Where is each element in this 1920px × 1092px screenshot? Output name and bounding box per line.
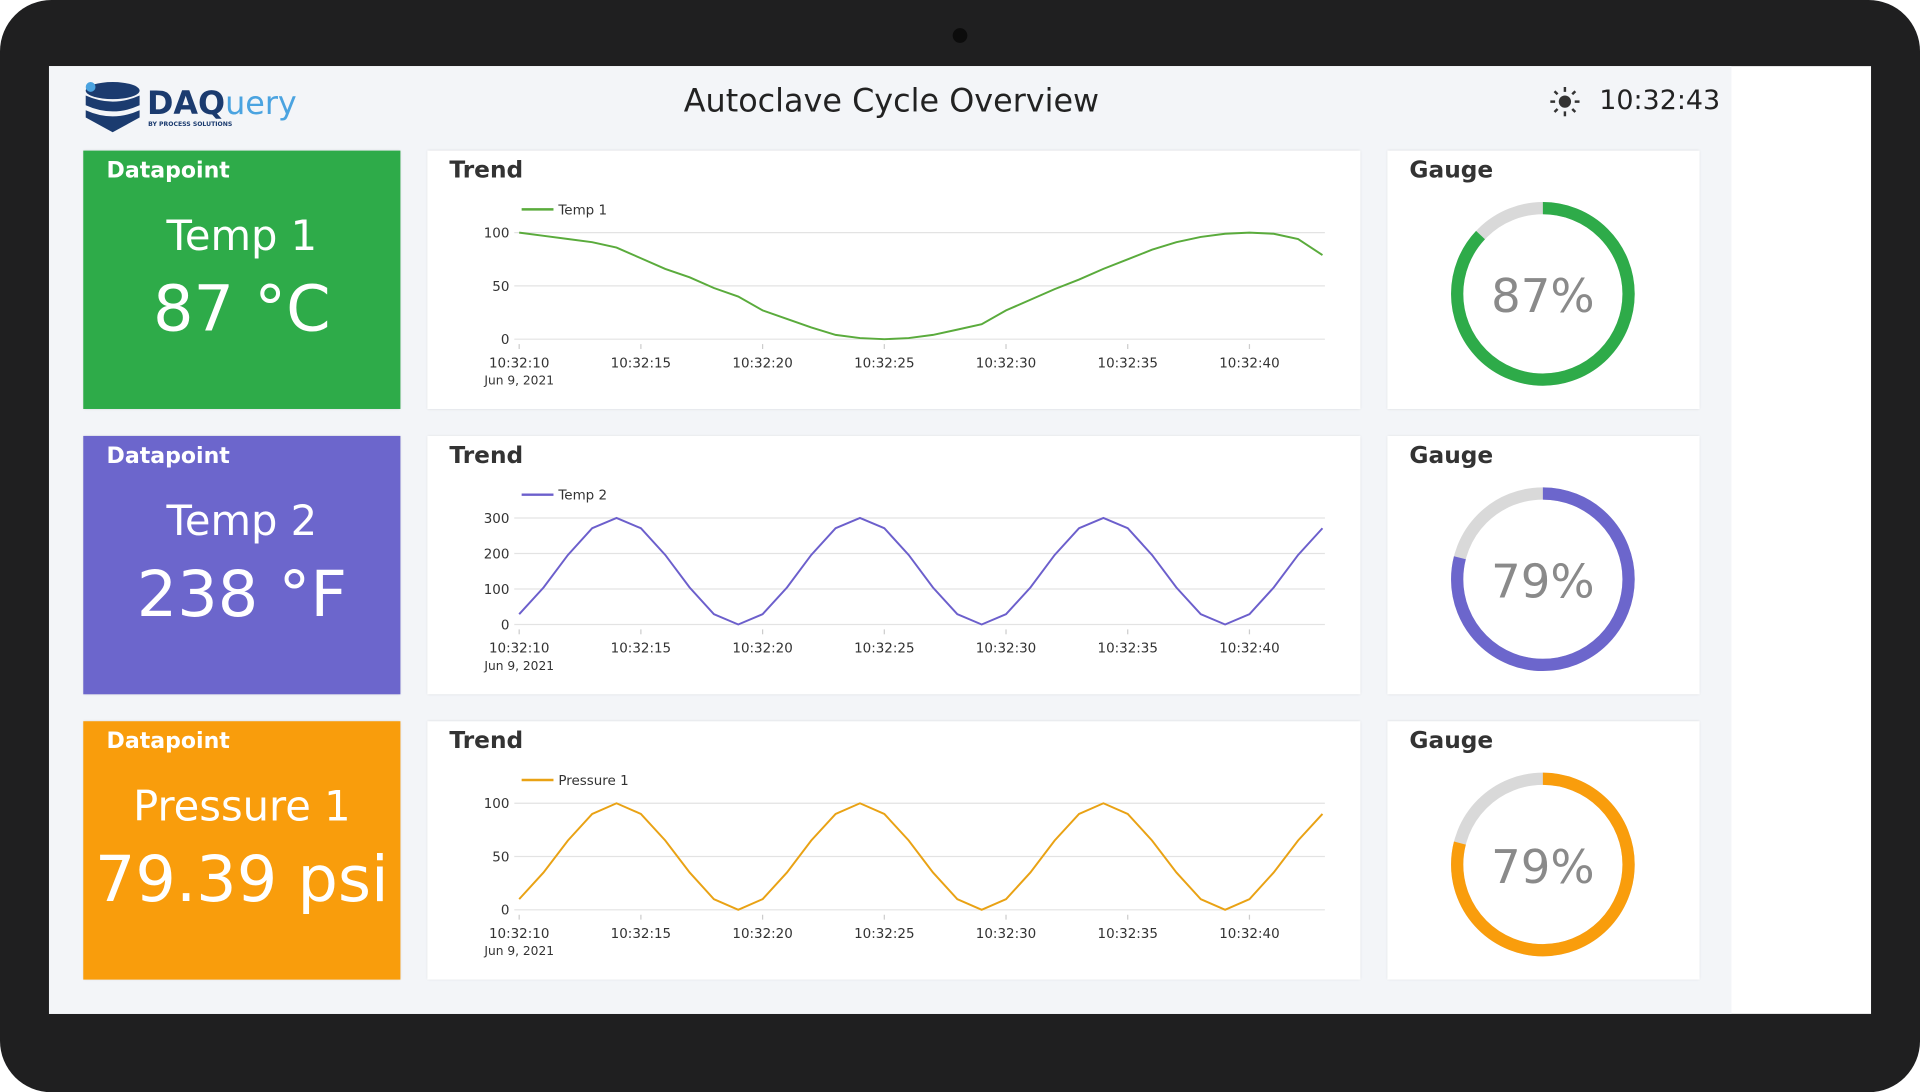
datapoint-name: Pressure 1 bbox=[133, 782, 351, 832]
datapoint-name: Temp 1 bbox=[166, 211, 318, 261]
gauge: 79% bbox=[1451, 772, 1635, 957]
gauge-label: 79% bbox=[1491, 555, 1594, 609]
page-title: Autoclave Cycle Overview bbox=[683, 83, 1100, 121]
trend-line bbox=[519, 231, 1323, 341]
x-tick-label: 10:32:20 bbox=[732, 642, 792, 657]
clock: 10:32:43 bbox=[1599, 85, 1721, 117]
date-label: Jun 9, 2021 bbox=[483, 373, 554, 387]
logo-main: DAQ bbox=[146, 85, 226, 123]
gauge-label: 87% bbox=[1491, 269, 1594, 323]
x-tick-label: 10:32:10 bbox=[489, 356, 549, 371]
gauge-card: Gauge 87% bbox=[1387, 150, 1700, 409]
x-tick-label: 10:32:25 bbox=[854, 927, 914, 942]
trend-heading: Trend bbox=[449, 156, 524, 184]
x-tick-label: 10:32:10 bbox=[489, 642, 549, 657]
datapoint-name: Temp 2 bbox=[166, 497, 318, 547]
x-tick-label: 10:32:40 bbox=[1219, 356, 1279, 371]
trend-heading: Trend bbox=[449, 442, 524, 469]
legend-label: Temp 2 bbox=[557, 489, 607, 504]
x-tick-label: 10:32:15 bbox=[611, 642, 671, 657]
trend-chart: 0 50 100 10:32:10 10:32:15 10:32:20 10:32:25 10… bbox=[483, 203, 1325, 387]
x-tick-label: 10:32:35 bbox=[1098, 356, 1158, 371]
datapoint-value: 87 °C bbox=[153, 273, 331, 347]
x-tick-label: 10:32:30 bbox=[976, 356, 1036, 371]
datapoint-value: 238 °F bbox=[136, 558, 347, 632]
trend-chart: 0 50 100 10:32:10 10:32:15 10:32:20 10:32:25 10… bbox=[483, 774, 1325, 958]
gauge-label: 79% bbox=[1491, 840, 1594, 894]
logo-icon bbox=[85, 82, 140, 133]
x-tick-label: 10:32:20 bbox=[732, 927, 792, 942]
y-tick-label: 300 bbox=[484, 512, 510, 527]
x-tick-label: 10:32:20 bbox=[732, 356, 792, 371]
gauge-card: Gauge 79% bbox=[1387, 435, 1700, 695]
legend-label: Pressure 1 bbox=[558, 774, 628, 789]
theme-icon[interactable] bbox=[1550, 86, 1580, 117]
gauge: 87% bbox=[1451, 202, 1635, 386]
y-tick-label: 100 bbox=[484, 583, 510, 598]
gauge: 79% bbox=[1451, 487, 1635, 672]
y-tick-label: 0 bbox=[501, 333, 510, 348]
x-tick-label: 10:32:25 bbox=[854, 356, 914, 371]
x-tick-label: 10:32:15 bbox=[611, 356, 671, 371]
x-tick-label: 10:32:30 bbox=[976, 642, 1036, 657]
date-label: Jun 9, 2021 bbox=[483, 659, 554, 673]
datapoint-heading: Datapoint bbox=[106, 157, 230, 184]
y-tick-label: 50 bbox=[492, 850, 509, 865]
trend-line bbox=[518, 802, 1324, 911]
trend-card: Trend 0 100 200 300 10:32:10 10:32:15 10:32:20 1… bbox=[427, 435, 1361, 695]
camera bbox=[952, 28, 968, 43]
x-tick-label: 10:32:25 bbox=[854, 642, 914, 657]
trend-heading: Trend bbox=[449, 727, 524, 755]
datapoint-card: Datapoint Temp 2 238 °F bbox=[83, 435, 401, 695]
logo-tagline: BY PROCESS SOLUTIONS bbox=[148, 121, 233, 129]
x-tick-label: 10:32:40 bbox=[1219, 642, 1279, 657]
y-tick-label: 0 bbox=[501, 618, 510, 633]
legend-label: Temp 1 bbox=[557, 203, 607, 218]
trend-card: Trend 0 50 100 10:32:10 10:32:15 10:32:20 10:32… bbox=[427, 150, 1361, 409]
datapoint-card: Datapoint Temp 1 87 °C bbox=[83, 150, 401, 409]
trend-card: Trend 0 50 100 10:32:10 10:32:15 10:32:20 10:32… bbox=[427, 721, 1361, 980]
gauge-card: Gauge 79% bbox=[1387, 721, 1700, 980]
x-tick-label: 10:32:10 bbox=[489, 927, 549, 942]
datapoint-heading: Datapoint bbox=[106, 728, 230, 755]
trend-line bbox=[518, 516, 1324, 626]
y-tick-label: 100 bbox=[484, 797, 510, 812]
datapoint-card: Datapoint Pressure 1 79.39 psi bbox=[83, 721, 401, 980]
x-tick-label: 10:32:35 bbox=[1098, 642, 1158, 657]
gauge-heading: Gauge bbox=[1409, 727, 1494, 755]
x-tick-label: 10:32:30 bbox=[976, 927, 1036, 942]
x-tick-label: 10:32:35 bbox=[1098, 927, 1158, 942]
gauge-arc bbox=[1451, 202, 1635, 386]
logo-accent: uery bbox=[225, 85, 297, 123]
y-tick-label: 100 bbox=[484, 227, 510, 242]
y-tick-label: 200 bbox=[484, 547, 510, 562]
x-tick-label: 10:32:15 bbox=[611, 927, 671, 942]
datapoint-value: 79.39 psi bbox=[94, 843, 389, 918]
gauge-arc bbox=[1451, 772, 1635, 957]
logo: DAQuery bbox=[147, 86, 297, 123]
datapoint-heading: Datapoint bbox=[106, 443, 230, 469]
x-tick-label: 10:32:40 bbox=[1219, 927, 1279, 942]
gauge-heading: Gauge bbox=[1409, 442, 1494, 469]
y-tick-label: 50 bbox=[492, 280, 509, 295]
gauge-arc bbox=[1451, 487, 1635, 672]
trend-chart: 0 100 200 300 10:32:10 10:32:15 10:32:20 10:32:… bbox=[483, 489, 1325, 673]
gauge-heading: Gauge bbox=[1409, 156, 1494, 184]
y-tick-label: 0 bbox=[501, 904, 510, 919]
date-label: Jun 9, 2021 bbox=[483, 944, 554, 958]
